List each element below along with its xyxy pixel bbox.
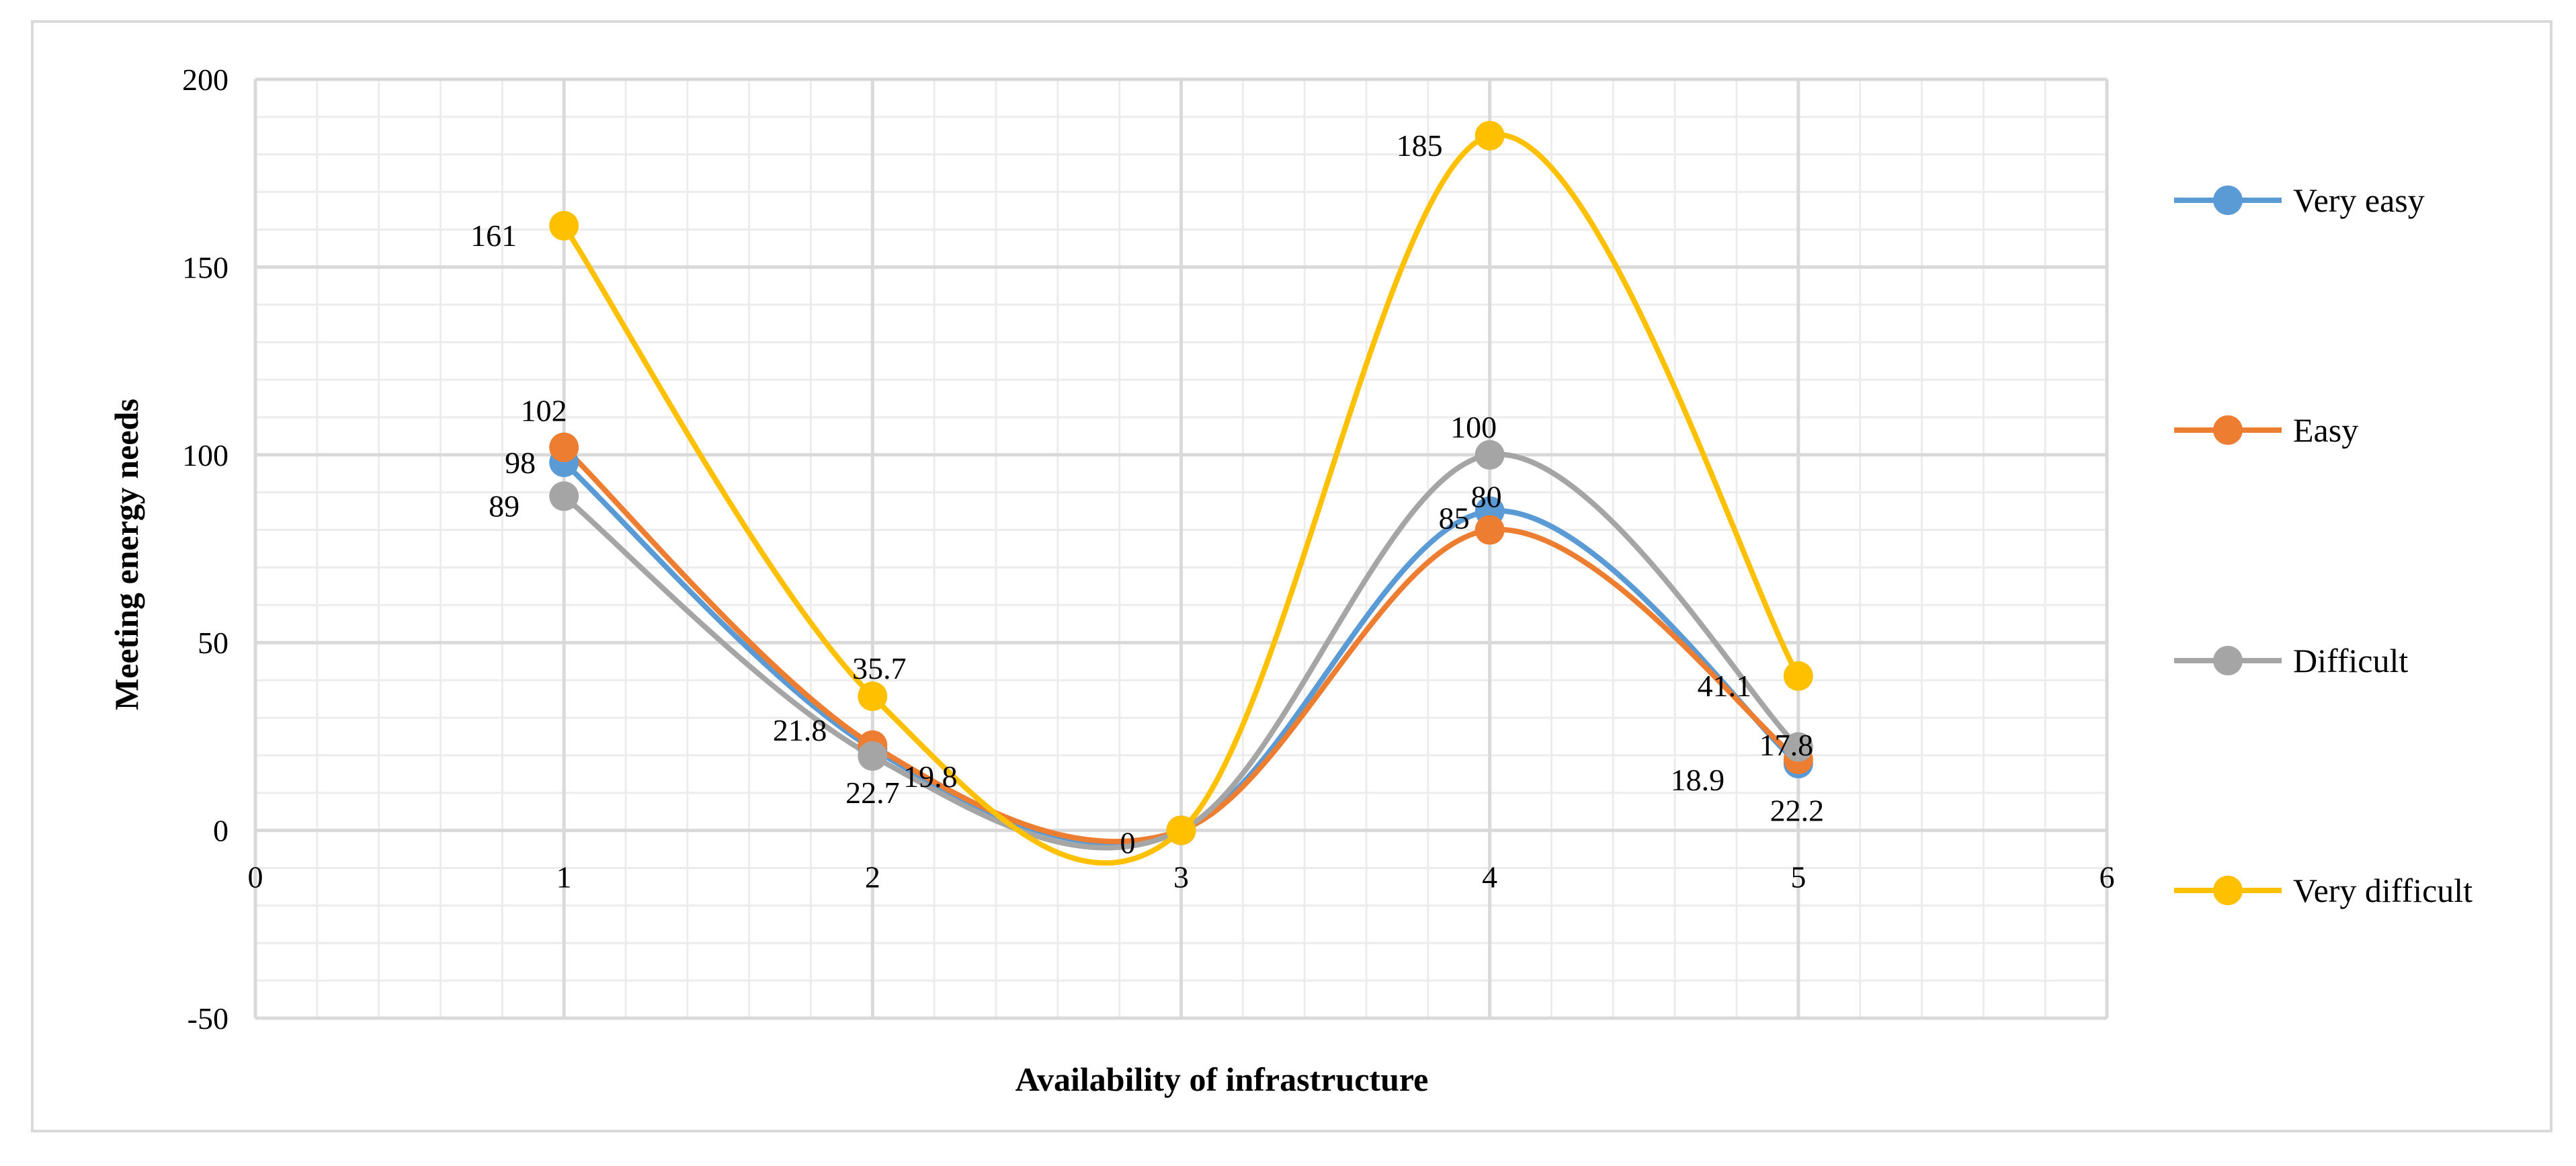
data-point-very-difficult: [1474, 120, 1505, 151]
y-tick-label: 100: [182, 438, 228, 472]
data-point-very-difficult: [858, 681, 888, 712]
y-tick-label: 150: [182, 250, 228, 284]
data-label: 22.7: [845, 776, 900, 810]
data-point-very-difficult: [1783, 661, 1813, 691]
data-label: 98: [505, 446, 536, 480]
legend-marker: [2213, 185, 2243, 215]
data-label: 100: [1450, 410, 1497, 444]
data-point-difficult: [858, 741, 888, 771]
x-tick-label: 3: [1173, 860, 1189, 894]
data-label: 18.9: [1671, 763, 1725, 797]
data-label: 41.1: [1698, 669, 1752, 703]
x-tick-label: 4: [1482, 860, 1497, 894]
legend-item: Difficult: [2174, 642, 2408, 679]
legend-marker: [2213, 876, 2243, 905]
x-tick-label: 2: [865, 860, 880, 894]
chart-frame: [31, 20, 2552, 1132]
x-tick-label: 0: [248, 860, 263, 894]
data-point-difficult: [1783, 732, 1813, 762]
data-labels: 98 21.8 85 17.8 102 22.7 80 18.9 89 19.8 100 22.2 16…: [470, 128, 1824, 860]
legend-label: Easy: [2293, 411, 2358, 449]
data-point-difficult: [549, 481, 579, 511]
major-gridlines: [253, 77, 2109, 1020]
x-tick-label: 5: [1790, 860, 1806, 894]
data-label: 0: [1120, 826, 1136, 860]
legend-marker: [2213, 415, 2243, 445]
y-tick-label: 0: [213, 814, 228, 848]
data-label: 35.7: [852, 651, 907, 685]
data-label: 185: [1397, 128, 1443, 163]
legend: Very easy Easy Difficult Very difficult: [2174, 181, 2473, 909]
data-point-easy: [549, 432, 579, 462]
legend-label: Difficult: [2293, 642, 2408, 679]
data-point-easy: [1474, 515, 1505, 545]
y-tick-label: -50: [188, 1001, 228, 1036]
legend-marker: [2213, 646, 2243, 675]
legend-label: Very difficult: [2293, 872, 2473, 909]
y-tick-label: 200: [182, 63, 228, 97]
x-tick-label: 6: [2100, 860, 2115, 894]
series-line-very-difficult: [561, 132, 1801, 866]
data-point-very-difficult: [549, 210, 579, 241]
axis-tick-labels: -50 0 50 100 150 200 0 1 2 3 4 5 6: [182, 63, 2115, 1036]
legend-item: Very easy: [2174, 181, 2425, 219]
data-label: 85: [1439, 501, 1470, 536]
series-points: [549, 120, 1813, 845]
legend-item: Very difficult: [2174, 872, 2473, 909]
data-label: 21.8: [773, 713, 827, 747]
y-tick-label: 50: [198, 626, 228, 660]
series-line-difficult: [561, 452, 1801, 851]
data-point-difficult: [1474, 440, 1505, 470]
legend-label: Very easy: [2293, 181, 2425, 219]
data-label: 22.2: [1770, 794, 1825, 828]
data-label: 89: [489, 489, 520, 523]
data-point-very-difficult: [1166, 815, 1196, 845]
series-lines: [561, 132, 1801, 866]
data-label: 161: [470, 218, 517, 253]
x-axis-title: Availability of infrastructure: [1015, 1060, 1429, 1098]
data-label: 19.8: [903, 759, 958, 794]
data-label: 17.8: [1759, 728, 1814, 762]
data-label: 102: [521, 394, 567, 428]
data-label: 80: [1471, 480, 1502, 514]
y-axis-title: Meeting energy needs: [108, 399, 145, 710]
x-tick-label: 1: [556, 860, 572, 894]
legend-item: Easy: [2174, 411, 2358, 449]
